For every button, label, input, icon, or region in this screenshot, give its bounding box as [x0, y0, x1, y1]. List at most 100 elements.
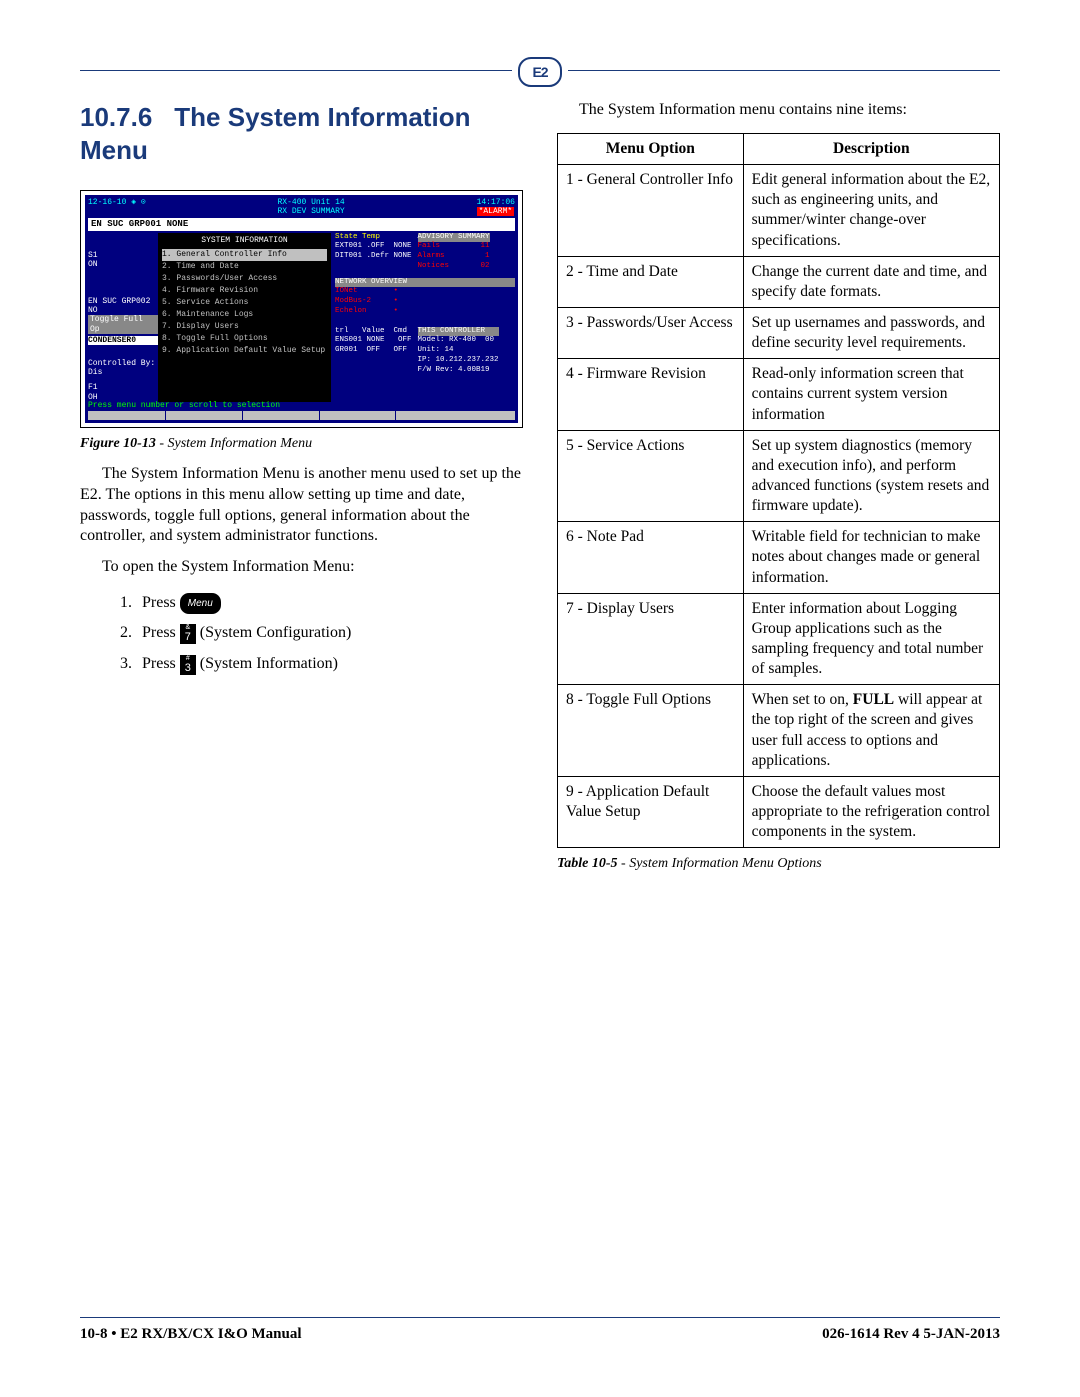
- step-text: Press: [142, 655, 180, 672]
- top-rule: E2: [80, 70, 1000, 71]
- figure-caption: Figure 10-13 - System Information Menu: [80, 436, 523, 452]
- r-adv: ADVISORY SUMMARY: [418, 233, 490, 243]
- th-desc: Description: [743, 134, 999, 165]
- screen-topbar: 12-16-10 ◈ ⊙ RX-400 Unit 14 RX DEV SUMMA…: [88, 198, 515, 216]
- screen-left-pane: S1 ON EN SUC GRP002 NO Toggle Full Op CO…: [88, 233, 158, 402]
- table-row: 9 - Application Default Value SetupChoos…: [558, 776, 1000, 847]
- menu-item: 6. Maintenance Logs: [162, 309, 327, 321]
- cell-option: 4 - Firmware Revision: [558, 359, 744, 430]
- cell-option: 7 - Display Users: [558, 593, 744, 685]
- screen-left5: Controlled By: Dis: [88, 359, 158, 377]
- screen-row2: EN SUC GRP001 NONE: [88, 218, 515, 230]
- right-column: The System Information menu contains nin…: [557, 101, 1000, 872]
- cell-desc: Change the current date and time, and sp…: [743, 256, 999, 307]
- step-1: Press Menu: [136, 588, 523, 618]
- screen-alarm: *ALARM*: [477, 207, 515, 216]
- right-lead: The System Information menu contains nin…: [557, 101, 1000, 119]
- r-adv-lines: Fails 11 Alarms 1 Notices 02: [418, 242, 490, 271]
- table-row: 2 - Time and DateChange the current date…: [558, 256, 1000, 307]
- screen-top-right: 14:17:06 *ALARM*: [477, 198, 515, 216]
- menu-item: 8. Toggle Full Options: [162, 333, 327, 345]
- menu-item: 7. Display Users: [162, 321, 327, 333]
- cell-option: 8 - Toggle Full Options: [558, 685, 744, 777]
- table-row: 6 - Note PadWritable field for technicia…: [558, 522, 1000, 593]
- table-label: Table 10-5: [557, 856, 618, 871]
- figure-label: Figure 10-13: [80, 436, 156, 451]
- step-text: (System Configuration): [196, 624, 352, 641]
- screen-left4: CONDENSER0: [88, 336, 158, 345]
- menu-item: 9. Application Default Value Setup: [162, 345, 327, 357]
- menu-item: 1. General Controller Info: [162, 249, 327, 261]
- table-row: 3 - Passwords/User AccessSet up username…: [558, 307, 1000, 358]
- footer-left: 10-8 • E2 RX/BX/CX I&O Manual: [80, 1326, 302, 1343]
- table-row: 1 - General Controller InfoEdit general …: [558, 165, 1000, 257]
- screen-right-pane: State Temp EXT001 .OFF NONE DIT001 .Defr…: [331, 233, 515, 402]
- section-number: 10.7.6: [80, 102, 152, 132]
- r-hdr1: State Temp: [335, 233, 412, 243]
- screen-left3: Toggle Full Op: [88, 315, 158, 333]
- cell-desc: Set up usernames and passwords, and defi…: [743, 307, 999, 358]
- cell-desc: When set to on, FULL will appear at the …: [743, 685, 999, 777]
- cell-option: 9 - Application Default Value Setup: [558, 776, 744, 847]
- screen-bar: [88, 411, 515, 420]
- table-header-row: Menu Option Description: [558, 134, 1000, 165]
- cell-desc: Read-only information screen that contai…: [743, 359, 999, 430]
- screen-left2: EN SUC GRP002 NO: [88, 297, 158, 315]
- r-net: IONet • ModBus-2 • Echelon •: [335, 287, 515, 316]
- left-column: 10.7.6The System Information Menu 12-16-…: [80, 101, 523, 872]
- screen-body: S1 ON EN SUC GRP002 NO Toggle Full Op CO…: [88, 233, 515, 402]
- screen-menu: SYSTEM INFORMATION 1. General Controller…: [158, 233, 331, 402]
- section-heading: 10.7.6The System Information Menu: [80, 101, 523, 166]
- table-caption: Table 10-5 - System Information Menu Opt…: [557, 856, 1000, 872]
- key-3-icon: #3: [180, 655, 196, 675]
- cell-desc: Writable field for technician to make no…: [743, 522, 999, 593]
- screen-top-left: 12-16-10 ◈ ⊙: [88, 198, 146, 216]
- r-net-hdr: NETWORK OVERVIEW: [335, 278, 515, 288]
- logo-wrap: E2: [512, 57, 568, 87]
- page: E2 10.7.6The System Information Menu 12-…: [0, 0, 1080, 1397]
- table-row: 4 - Firmware RevisionRead-only informati…: [558, 359, 1000, 430]
- para1: The System Information Menu is another m…: [80, 464, 523, 547]
- menu-key-icon: Menu: [180, 593, 221, 614]
- step-2: Press &7 (System Configuration): [136, 618, 523, 648]
- r-ctrl: Model: RX-400 00 Unit: 14 IP: 10.212.237…: [418, 336, 499, 375]
- th-option: Menu Option: [558, 134, 744, 165]
- screen-top-center: RX-400 Unit 14 RX DEV SUMMARY: [278, 198, 345, 216]
- screen-time: 14:17:06: [477, 198, 515, 207]
- screen-menu-title: SYSTEM INFORMATION: [162, 235, 327, 247]
- cell-option: 3 - Passwords/User Access: [558, 307, 744, 358]
- screen-hint: Press menu number or scroll to selection: [88, 401, 515, 410]
- cell-option: 6 - Note Pad: [558, 522, 744, 593]
- screen-left6: F1 OH: [88, 383, 158, 401]
- screen-left1: S1 ON: [88, 251, 158, 269]
- cell-option: 5 - Service Actions: [558, 430, 744, 522]
- e2-logo: E2: [518, 57, 562, 87]
- table-caption-text: - System Information Menu Options: [618, 856, 822, 871]
- menu-item: 4. Firmware Revision: [162, 285, 327, 297]
- screen-inner: 12-16-10 ◈ ⊙ RX-400 Unit 14 RX DEV SUMMA…: [85, 195, 518, 423]
- step-text: (System Information): [196, 655, 338, 672]
- screenshot-figure: 12-16-10 ◈ ⊙ RX-400 Unit 14 RX DEV SUMMA…: [80, 190, 523, 428]
- cell-desc: Enter information about Logging Group ap…: [743, 593, 999, 685]
- cell-desc: Choose the default values most appropria…: [743, 776, 999, 847]
- menu-item: 3. Passwords/User Access: [162, 273, 327, 285]
- step-text: Press: [142, 624, 180, 641]
- table-row: 8 - Toggle Full OptionsWhen set to on, F…: [558, 685, 1000, 777]
- cell-desc: Edit general information about the E2, s…: [743, 165, 999, 257]
- menu-options-table: Menu Option Description 1 - General Cont…: [557, 133, 1000, 848]
- para2: To open the System Information Menu:: [80, 557, 523, 578]
- table-row: 7 - Display UsersEnter information about…: [558, 593, 1000, 685]
- cell-option: 2 - Time and Date: [558, 256, 744, 307]
- step-text: Press: [142, 594, 180, 611]
- page-footer: 10-8 • E2 RX/BX/CX I&O Manual 026-1614 R…: [80, 1317, 1000, 1343]
- menu-item: 2. Time and Date: [162, 261, 327, 273]
- footer-right: 026-1614 Rev 4 5-JAN-2013: [822, 1326, 1000, 1343]
- screen-bottom: Press menu number or scroll to selection: [88, 401, 515, 420]
- table-row: 5 - Service ActionsSet up system diagnos…: [558, 430, 1000, 522]
- steps-list: Press Menu Press &7 (System Configuratio…: [80, 588, 523, 679]
- figure-caption-text: - System Information Menu: [156, 436, 312, 451]
- r-mid: trl Value Cmd ENS001 NONE OFF GR001 OFF …: [335, 327, 412, 376]
- r-ctrl-hdr: THIS CONTROLLER: [418, 327, 499, 337]
- key-num: 3: [180, 663, 196, 674]
- cell-option: 1 - General Controller Info: [558, 165, 744, 257]
